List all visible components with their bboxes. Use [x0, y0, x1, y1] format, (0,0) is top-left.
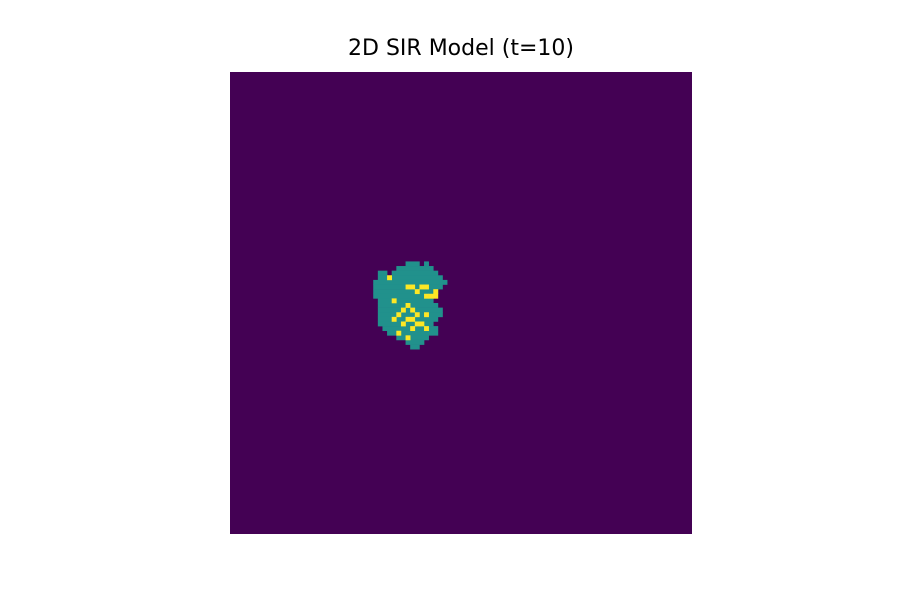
recovered-cell	[410, 326, 416, 332]
infected-cell-span	[377, 298, 434, 304]
recovered-cell	[414, 312, 420, 318]
recovered-cell	[419, 321, 425, 327]
recovered-cell	[405, 284, 411, 290]
infected-cell-span	[387, 330, 439, 336]
recovered-cell	[419, 284, 425, 290]
recovered-cell	[424, 284, 429, 290]
recovered-cell	[405, 316, 411, 322]
recovered-cell	[391, 298, 397, 304]
chart-title: 2D SIR Model (t=10)	[348, 36, 574, 61]
infected-cell-span	[405, 339, 425, 345]
recovered-cell	[405, 303, 411, 308]
recovered-cell	[410, 284, 416, 290]
infected-cell-span	[377, 275, 443, 281]
infected-cell-span	[396, 335, 429, 341]
infected-cell-span	[373, 279, 448, 285]
infected-cell-span	[424, 261, 429, 267]
sir-grid-heatmap	[230, 72, 692, 534]
recovered-cell	[396, 330, 402, 336]
recovered-cell	[414, 289, 420, 295]
recovered-cell	[433, 289, 439, 295]
recovered-cell	[400, 307, 406, 313]
recovered-cell	[387, 275, 392, 281]
infected-cell-span	[396, 266, 434, 271]
infected-cell-span	[391, 270, 439, 276]
infected-cell-span	[377, 270, 388, 276]
recovered-cell	[400, 321, 406, 327]
infected-cell-span	[405, 261, 420, 267]
recovered-cell	[424, 326, 429, 332]
infected-cell-span	[377, 312, 443, 318]
recovered-cell	[424, 312, 429, 318]
recovered-cell	[396, 312, 402, 318]
recovered-cell	[433, 293, 439, 299]
recovered-cell	[424, 293, 429, 299]
infected-cell-span	[410, 344, 420, 350]
infected-cell-span	[373, 289, 439, 295]
recovered-cell	[391, 316, 397, 322]
recovered-cell	[414, 321, 420, 327]
infected-cell-span	[373, 293, 434, 299]
recovered-cell	[405, 335, 411, 341]
susceptible-background	[230, 72, 692, 534]
recovered-cell	[410, 307, 416, 313]
recovered-cell	[410, 316, 416, 322]
recovered-cell	[428, 293, 434, 299]
